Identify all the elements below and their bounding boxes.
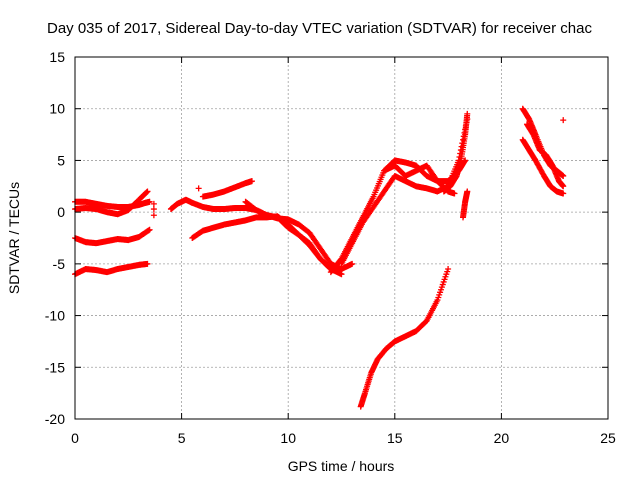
data-point — [560, 183, 567, 190]
data-point — [150, 206, 157, 213]
x-tick-label: 20 — [494, 430, 510, 446]
data-point — [195, 185, 202, 192]
data-point — [143, 189, 150, 196]
x-tick-label: 0 — [71, 430, 79, 446]
y-tick-label: 10 — [49, 101, 65, 117]
data-point — [451, 190, 458, 197]
y-tick-label: 0 — [57, 204, 65, 220]
y-tick-label: -5 — [53, 256, 66, 272]
data-point — [150, 212, 157, 219]
data-point — [144, 188, 151, 195]
x-tick-label: 25 — [600, 430, 616, 446]
data-point — [338, 271, 345, 278]
data-point — [560, 190, 567, 197]
x-tick-label: 5 — [178, 430, 186, 446]
data-point — [146, 226, 153, 233]
y-tick-label: 15 — [49, 49, 65, 65]
y-axis-label: SDTVAR / TECUs — [6, 182, 22, 294]
y-tick-label: -10 — [45, 308, 65, 324]
plot-frame — [74, 56, 609, 420]
x-tick-label: 10 — [280, 430, 296, 446]
data-points — [72, 105, 567, 410]
x-axis-label: GPS time / hours — [288, 458, 395, 474]
grid — [75, 57, 608, 419]
data-point — [464, 110, 471, 117]
data-point — [560, 117, 567, 124]
data-point — [146, 198, 153, 205]
data-point — [150, 200, 157, 207]
y-tick-label: -15 — [45, 359, 65, 375]
axis-ticks: 0 5 10 15 20 25 -20 -15 -10 -5 0 5 10 15 — [45, 49, 616, 446]
chart-title: Day 035 of 2017, Sidereal Day-to-day VTE… — [47, 20, 592, 37]
data-point — [248, 178, 255, 185]
data-point — [560, 172, 567, 179]
data-point — [349, 260, 356, 267]
x-tick-label: 15 — [387, 430, 403, 446]
data-point — [464, 188, 471, 195]
data-point — [445, 266, 452, 273]
data-point — [144, 260, 151, 267]
y-tick-label: 5 — [57, 152, 65, 168]
y-tick-label: -20 — [45, 411, 65, 427]
